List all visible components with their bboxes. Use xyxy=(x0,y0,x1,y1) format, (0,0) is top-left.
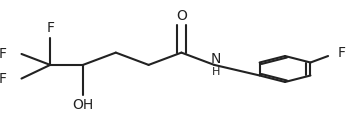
Text: H: H xyxy=(212,67,220,77)
Text: F: F xyxy=(46,21,54,35)
Text: F: F xyxy=(0,72,6,86)
Text: N: N xyxy=(211,52,221,66)
Text: F: F xyxy=(0,47,6,61)
Text: F: F xyxy=(338,46,346,60)
Text: O: O xyxy=(176,9,187,23)
Text: OH: OH xyxy=(72,98,94,112)
